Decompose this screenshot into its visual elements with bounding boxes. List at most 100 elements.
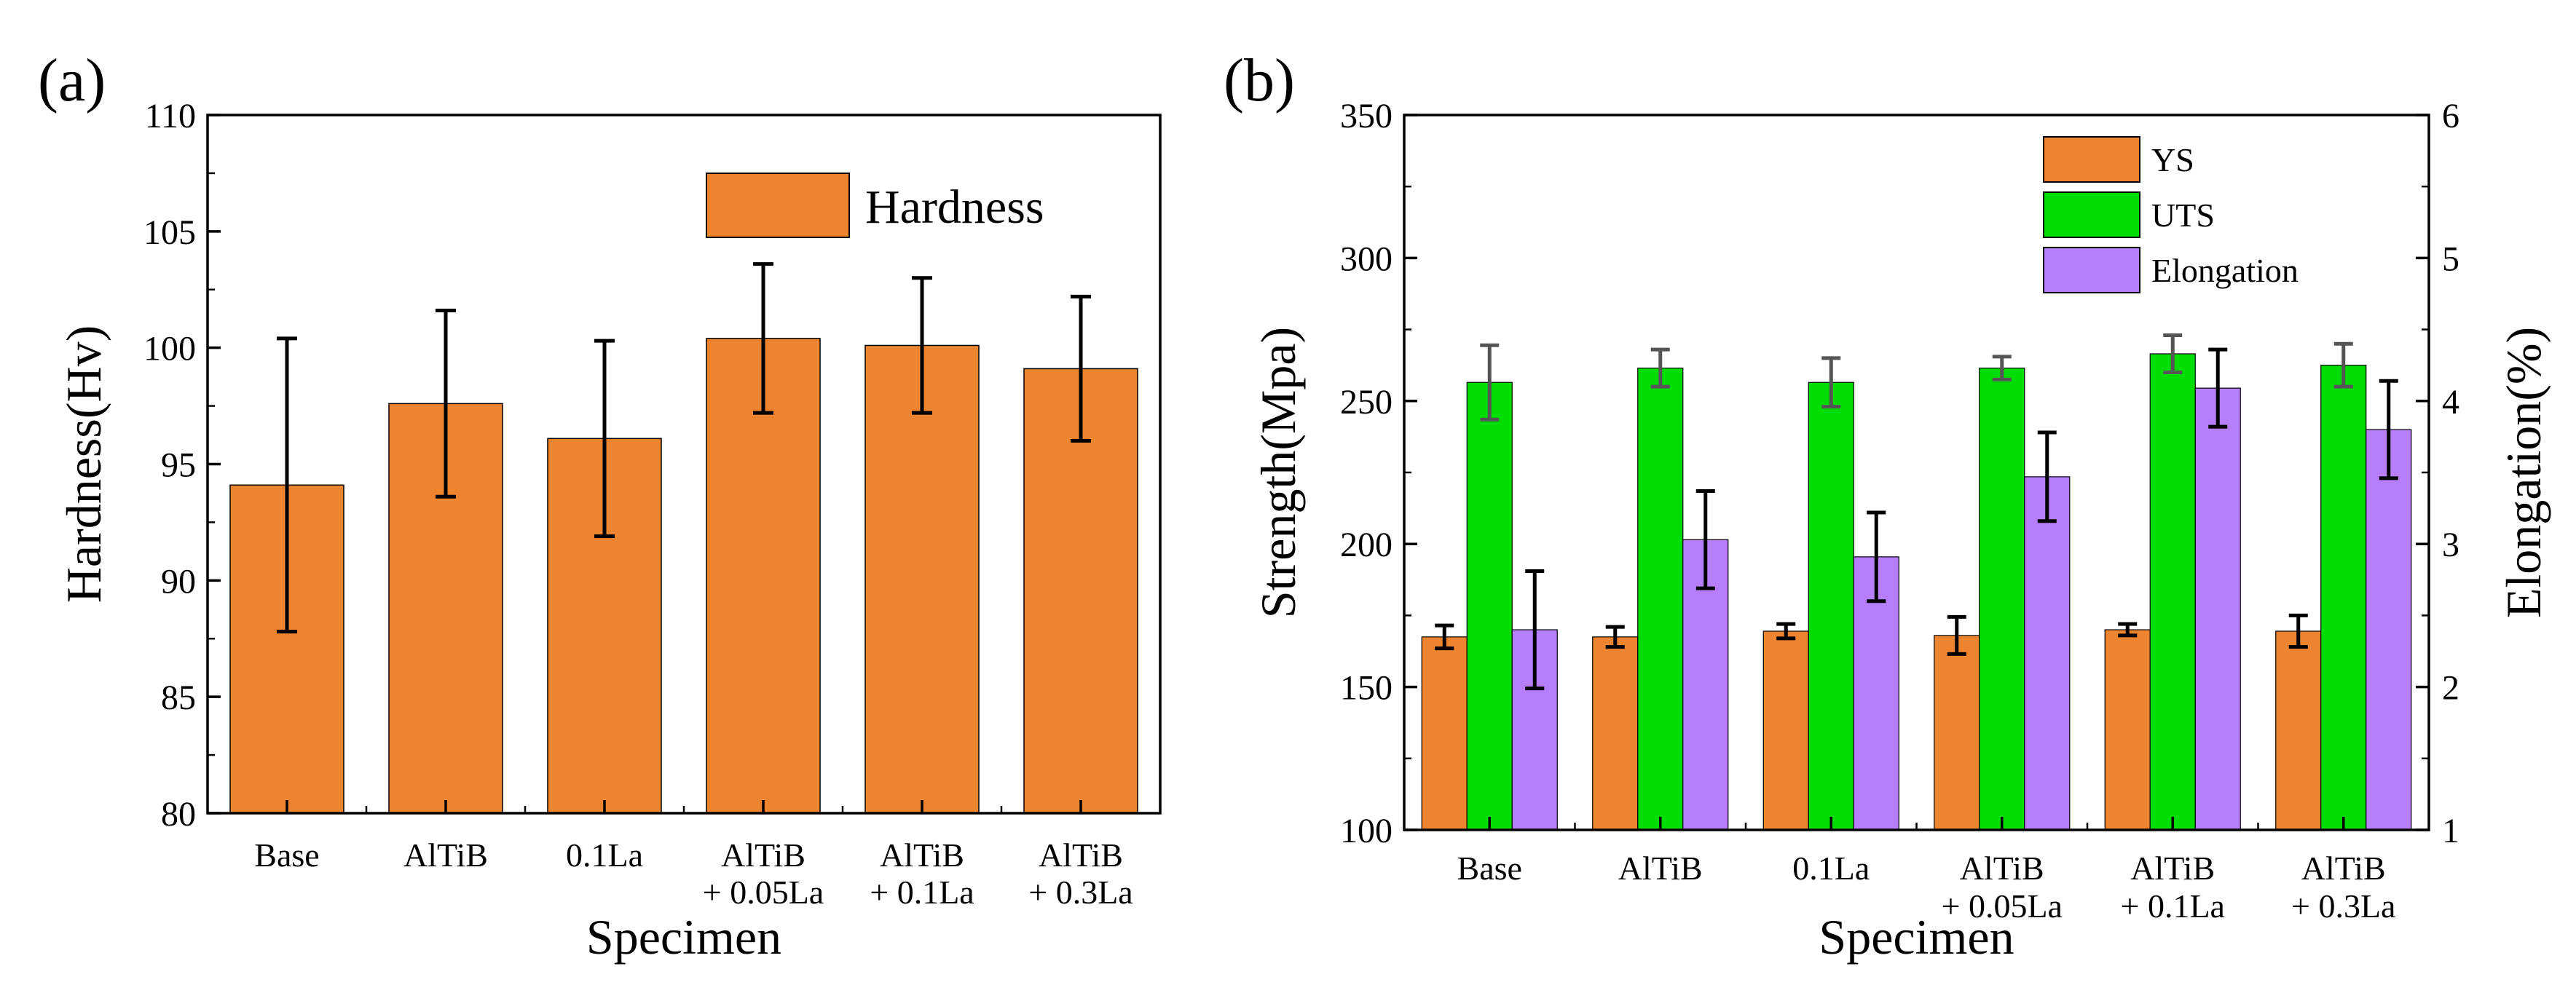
y-tick-label: 100 (143, 330, 196, 368)
legend-label-hardness: Hardness (865, 181, 1044, 234)
y-right-tick-label: 3 (2442, 526, 2459, 564)
x-category-label: AlTiB (1618, 850, 1703, 887)
x-category-label: AlTiB (1960, 850, 2044, 887)
uts-bar (1637, 368, 1684, 831)
uts-error-bar (1650, 347, 1670, 389)
elongation-error-bar (1525, 569, 1545, 691)
y-right-tick-label: 6 (2442, 97, 2459, 135)
x-category-label: + 0.05La (1942, 887, 2063, 925)
x-category-label: + 0.05La (703, 874, 824, 911)
panel-label: (a) (38, 47, 106, 114)
y-tick-label: 110 (145, 97, 196, 135)
hardness-error-bar (1071, 294, 1091, 443)
elongation-bar (2194, 387, 2241, 831)
x-category-label: AlTiB (721, 836, 806, 874)
uts-bar (1979, 368, 2025, 831)
elongation-error-bar (1695, 489, 1715, 590)
y-tick-label: 105 (143, 213, 196, 252)
ys-bar (2104, 629, 2151, 831)
legend-swatch-ys (2043, 136, 2140, 183)
ys-error-bar (2118, 622, 2138, 638)
y-tick-label: 80 (161, 795, 196, 834)
ys-error-bar (1605, 625, 1625, 649)
legend: Hardness (706, 173, 1044, 238)
legend-label-uts: UTS (2151, 197, 2215, 234)
legend-label-ys: YS (2151, 141, 2194, 178)
legend-label-elongation: Elongation (2151, 252, 2299, 289)
y-right-axis-label: Elongation(%) (2496, 327, 2551, 618)
uts-error-bar (1992, 355, 2012, 381)
x-category-label: AlTiB (880, 836, 964, 874)
elongation-error-bar (2208, 347, 2228, 429)
ys-error-bar (1435, 623, 1454, 651)
hardness-bar (706, 338, 821, 814)
ys-bar (1421, 636, 1468, 831)
plot-frame (1403, 114, 2430, 831)
hardness-error-bar (436, 309, 456, 499)
uts-bar (1808, 381, 1854, 831)
x-category-label: + 0.3La (1028, 874, 1133, 911)
ys-bar (1934, 635, 1980, 831)
ys-error-bar (2288, 613, 2308, 649)
y-tick-label: 150 (1340, 669, 1393, 708)
ys-bar (1592, 636, 1639, 831)
hardness-bar (864, 344, 980, 814)
legend: YS UTS Elongation (2043, 136, 2299, 293)
x-category-label: AlTiB (403, 836, 488, 874)
y-tick-label: 95 (161, 446, 196, 485)
x-category-label: 0.1La (566, 836, 643, 874)
x-category-label: + 0.1La (870, 874, 974, 911)
legend-swatch-hardness (706, 173, 850, 238)
elongation-error-bar (2037, 430, 2057, 523)
y-axis-label: Hardness(Hv) (56, 325, 111, 603)
hardness-bar (1023, 368, 1138, 814)
legend-swatch-uts (2043, 191, 2140, 238)
y-tick-label: 85 (161, 678, 196, 717)
y-tick-label: 100 (1340, 812, 1393, 850)
panel-label: (b) (1224, 47, 1295, 114)
x-axis-label: Specimen (586, 909, 781, 965)
y-axis-label: Strength(Mpa) (1250, 327, 1306, 618)
x-category-label: Base (254, 836, 319, 874)
y-tick-label: 350 (1340, 97, 1393, 135)
uts-error-bar (1821, 356, 1841, 409)
x-category-label: + 0.1La (2121, 887, 2225, 925)
hardness-error-bar (277, 336, 297, 634)
ys-error-bar (1776, 622, 1796, 641)
ys-error-bar (1947, 614, 1966, 656)
y-tick-label: 250 (1340, 383, 1393, 422)
hardness-error-bar (594, 339, 615, 539)
hardness-error-bar (753, 262, 773, 415)
x-category-label: AlTiB (1039, 836, 1123, 874)
y-tick-label: 200 (1340, 526, 1393, 564)
x-category-label: + 0.3La (2291, 887, 2395, 925)
y-right-tick-label: 1 (2442, 812, 2459, 850)
ys-bar (1762, 630, 1809, 831)
x-category-label: AlTiB (2301, 850, 2386, 887)
x-category-label: Base (1457, 850, 1522, 887)
y-tick-label: 90 (161, 562, 196, 601)
panel-b-strength-chart: 100 150 200 250 300 350 1 2 3 4 5 6 Base AlTiB 0.1La Al… (1224, 47, 2551, 965)
elongation-error-bar (1867, 510, 1886, 604)
hardness-error-bar (912, 276, 932, 415)
y-right-tick-label: 5 (2442, 240, 2459, 278)
uts-error-bar (2333, 341, 2353, 389)
uts-error-bar (2163, 333, 2183, 375)
x-category-label: AlTiB (2130, 850, 2215, 887)
legend-swatch-elongation (2043, 247, 2140, 293)
ys-bar (2275, 630, 2322, 831)
elongation-bar (2366, 429, 2412, 831)
y-tick-label: 300 (1340, 240, 1393, 278)
y-right-tick-label: 4 (2442, 383, 2459, 422)
elongation-bar (2024, 476, 2071, 831)
x-axis-label: Specimen (1819, 909, 2014, 965)
elongation-error-bar (2379, 379, 2398, 480)
y-right-tick-label: 2 (2442, 669, 2459, 708)
uts-bar (2149, 353, 2196, 831)
uts-bar (2320, 365, 2367, 831)
uts-error-bar (1480, 343, 1500, 422)
uts-bar (1466, 381, 1513, 831)
x-category-label: 0.1La (1792, 850, 1870, 887)
